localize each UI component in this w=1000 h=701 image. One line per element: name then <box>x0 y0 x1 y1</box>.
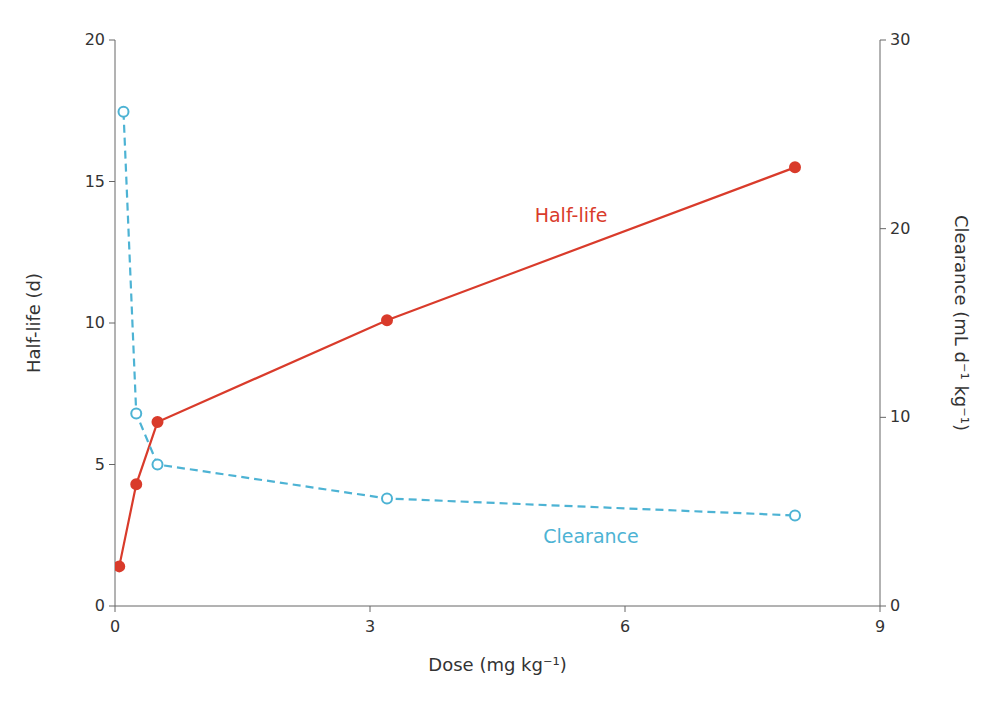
x-tick <box>625 606 626 612</box>
y2-tick-label: 30 <box>890 30 910 49</box>
y-tick <box>109 40 115 41</box>
series-point <box>153 417 163 427</box>
series-point <box>131 409 141 419</box>
y2-tick <box>880 606 886 607</box>
x-tick-label: 6 <box>620 617 630 636</box>
y2-tick <box>880 417 886 418</box>
y-tick <box>109 606 115 607</box>
series-labels: Half-life Clearance <box>535 204 639 547</box>
y-tick-label: 20 <box>85 30 105 49</box>
series-line <box>119 167 795 566</box>
series-line <box>124 112 796 516</box>
y2-tick-label: 20 <box>890 219 910 238</box>
y2-axis-line <box>880 40 881 606</box>
plot-area <box>115 107 800 572</box>
series-point <box>382 315 392 325</box>
series-point <box>790 162 800 172</box>
series-point <box>131 479 141 489</box>
x-tick-label: 0 <box>110 617 120 636</box>
chart: 0369051015200102030Dose (mg kg⁻¹)Half-li… <box>0 0 1000 701</box>
y-tick <box>109 181 115 182</box>
series-point <box>790 510 800 520</box>
x-tick-label: 9 <box>875 617 885 636</box>
x-axis-line <box>115 606 880 607</box>
series-point <box>382 493 392 503</box>
y-tick-label: 15 <box>85 172 105 191</box>
series-point <box>153 460 163 470</box>
y2-tick-label: 10 <box>890 407 910 426</box>
x-tick <box>115 606 116 612</box>
x-tick <box>880 606 881 612</box>
y-tick <box>109 464 115 465</box>
series-point <box>115 561 124 571</box>
y-tick-label: 0 <box>95 596 105 615</box>
series-label: Clearance <box>543 525 639 547</box>
y-tick-label: 5 <box>95 455 105 474</box>
series-point <box>119 107 129 117</box>
y2-axis-label: Clearance (mL d⁻¹ kg⁻¹) <box>951 215 972 431</box>
x-tick <box>370 606 371 612</box>
y-tick-label: 10 <box>85 313 105 332</box>
y-axis-label: Half-life (d) <box>23 273 44 373</box>
x-tick-label: 3 <box>365 617 375 636</box>
series-label: Half-life <box>535 204 608 226</box>
y2-tick <box>880 228 886 229</box>
x-axis-label: Dose (mg kg⁻¹) <box>428 654 566 675</box>
y2-tick <box>880 40 886 41</box>
y2-tick-label: 0 <box>890 596 900 615</box>
y-tick <box>109 323 115 324</box>
